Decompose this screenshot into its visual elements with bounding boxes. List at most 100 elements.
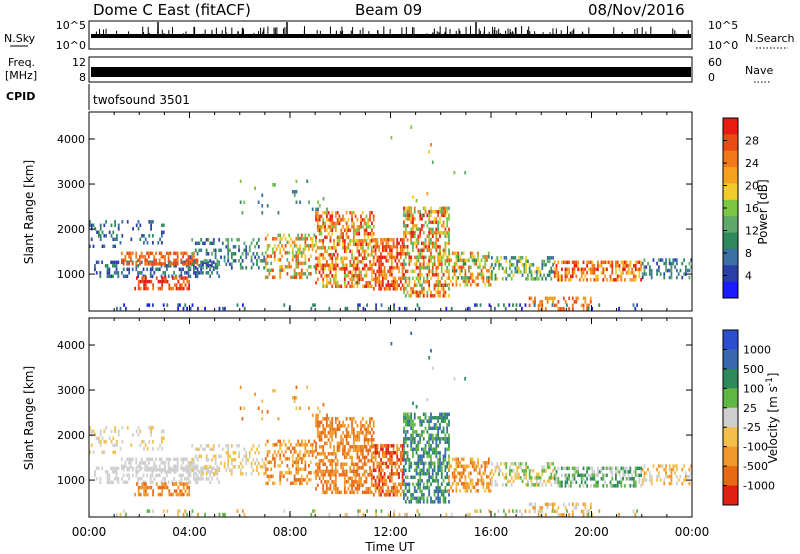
power-cell (606, 260, 608, 265)
velocity-cell (488, 509, 491, 513)
power-cell (361, 260, 364, 264)
power-cell (439, 234, 441, 239)
velocity-cell (471, 482, 474, 486)
velocity-panel-frame (88, 317, 693, 518)
velocity-cell (477, 478, 479, 483)
velocity-cell (318, 438, 321, 442)
velocity-cell (571, 477, 574, 481)
velocity-cell (316, 424, 319, 428)
velocity-cell (430, 454, 432, 459)
velocity-cell (419, 486, 422, 490)
power-cell (299, 251, 301, 255)
power-cell (281, 268, 283, 273)
power-cell (273, 275, 276, 280)
velocity-cell (352, 441, 355, 446)
freq-left-label-2: [MHz] (5, 69, 37, 82)
velocity-cell (426, 482, 429, 487)
power-cell (180, 251, 183, 256)
velocity-cell (370, 427, 373, 432)
power-cell (426, 234, 429, 239)
velocity-cell (162, 509, 165, 513)
power-cell (218, 238, 221, 242)
velocity-cell (478, 468, 481, 472)
velocity-cell (342, 473, 344, 477)
velocity-cell (442, 416, 445, 420)
velocity-cell (264, 457, 267, 461)
power-cell (424, 206, 427, 211)
velocity-cell (552, 506, 554, 510)
velocity-cell (266, 453, 269, 458)
power-cell (629, 271, 632, 275)
velocity-cell (131, 468, 134, 472)
power-cell (220, 255, 222, 260)
velocity-cell (152, 492, 155, 497)
velocity-cell (297, 443, 300, 447)
velocity-cell (184, 489, 187, 493)
velocity-cell (239, 472, 242, 476)
power-cell (143, 286, 146, 291)
velocity-cell (277, 417, 280, 421)
velocity-cell (482, 471, 485, 476)
power-cell (180, 271, 183, 275)
velocity-cell (214, 468, 217, 473)
power-cell (439, 283, 441, 288)
velocity-cell (300, 467, 303, 472)
velocity-colorbar-tick-label: -25 (743, 421, 761, 434)
velocity-cell (338, 448, 341, 453)
velocity-cell (396, 493, 399, 497)
power-cell (444, 269, 447, 274)
power-cell (166, 264, 168, 268)
velocity-cell (468, 512, 471, 517)
velocity-cell (361, 490, 364, 495)
velocity-cell (412, 475, 414, 480)
power-cell (281, 237, 283, 241)
velocity-cell (365, 431, 368, 435)
power-cell (167, 255, 170, 259)
velocity-cell (466, 464, 469, 469)
power-cell (207, 238, 210, 242)
velocity-cell (378, 493, 381, 497)
power-cell (149, 262, 152, 266)
velocity-cell (257, 406, 260, 411)
velocity-cell (227, 451, 230, 455)
power-cell (380, 280, 382, 284)
power-cell (160, 251, 163, 256)
power-cell (302, 247, 305, 252)
power-cell (437, 227, 440, 232)
velocity-cell (625, 466, 628, 471)
power-cell (433, 231, 436, 235)
power-cell (404, 224, 407, 228)
velocity-cell (318, 452, 321, 456)
power-cell (564, 300, 567, 304)
velocity-cell (525, 469, 527, 473)
velocity-cell (327, 473, 330, 477)
power-cell (419, 276, 422, 281)
power-cell (297, 261, 300, 266)
power-cell (413, 255, 416, 260)
velocity-cell (139, 443, 142, 448)
velocity-cell (478, 478, 481, 483)
power-cell (216, 266, 219, 270)
power-cell (670, 272, 673, 276)
power-cell (439, 255, 441, 260)
power-cell (273, 254, 276, 259)
power-cell (484, 283, 487, 287)
power-cell (209, 266, 212, 270)
power-cell (528, 303, 531, 308)
velocity-cell (236, 444, 239, 448)
velocity-cell (631, 473, 634, 478)
power-cell (180, 274, 183, 279)
velocity-cell (121, 426, 124, 430)
power-cell (122, 262, 125, 266)
power-cell (408, 280, 411, 284)
velocity-cell (410, 433, 413, 438)
power-cell (618, 267, 621, 272)
power-cell (351, 211, 353, 215)
power-cell (487, 251, 490, 256)
velocity-cell (293, 450, 296, 454)
velocity-cell (509, 469, 511, 473)
velocity-cell (288, 439, 291, 444)
power-cell (167, 251, 170, 256)
velocity-cell (202, 466, 204, 471)
power-cell (115, 260, 118, 265)
